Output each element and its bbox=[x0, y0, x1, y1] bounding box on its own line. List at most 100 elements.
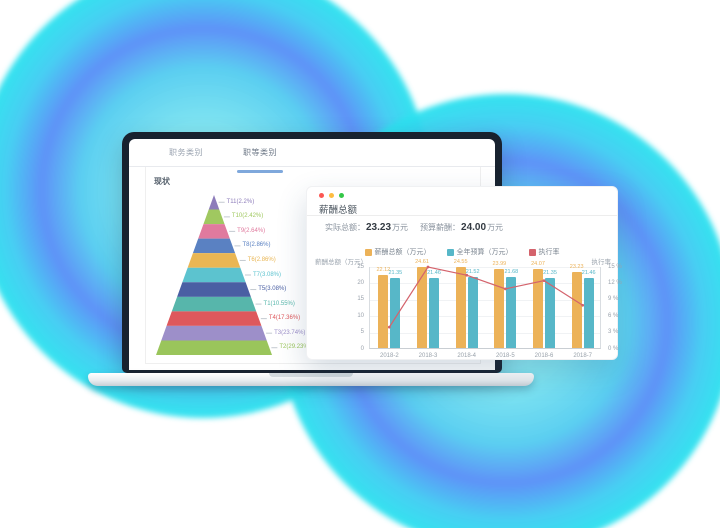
legend-item[interactable]: 全年预算（万元） bbox=[446, 247, 513, 257]
budget-bar bbox=[429, 277, 439, 348]
actual-total-label: 实际总额： bbox=[325, 223, 365, 232]
funnel-segment bbox=[192, 238, 236, 254]
legend-item[interactable]: 薪酬总额（万元） bbox=[364, 247, 431, 257]
salary-stats: 实际总额：23.23万元 预算薪酬：24.00万元 bbox=[325, 222, 503, 233]
legend-label: 执行率 bbox=[538, 249, 560, 256]
gridline bbox=[370, 316, 600, 318]
right-axis-tick: 3 % bbox=[608, 329, 619, 336]
funnel-label: T6(2.86%) bbox=[247, 256, 276, 263]
tab-job-category[interactable]: 职务类别 bbox=[169, 148, 203, 157]
funnel-segment bbox=[208, 195, 220, 210]
funnel-segment bbox=[161, 325, 267, 341]
x-axis-label: 2018-5 bbox=[495, 353, 515, 359]
funnel-segment bbox=[177, 282, 251, 297]
left-axis-tick: 0 bbox=[360, 345, 364, 352]
salary-bar-value: 22.12 bbox=[376, 267, 391, 274]
left-axis-tick: 25 bbox=[357, 263, 364, 270]
laptop-base bbox=[88, 373, 534, 386]
gridline bbox=[370, 332, 600, 334]
budget-bar-value: 21.46 bbox=[427, 269, 441, 276]
funnel-label: T2(29.23%) bbox=[279, 344, 311, 351]
x-axis-label: 2018-3 bbox=[418, 353, 438, 359]
funnel-segment bbox=[166, 311, 262, 326]
rate-line-point bbox=[503, 287, 507, 291]
salary-bar bbox=[455, 267, 466, 348]
left-axis-title: 薪酬总额（万元） bbox=[315, 259, 367, 266]
gridline bbox=[370, 283, 600, 285]
legend-swatch bbox=[528, 248, 536, 256]
window-dot[interactable] bbox=[329, 193, 334, 198]
legend-swatch bbox=[446, 248, 454, 256]
budget-bar-value: 21.68 bbox=[504, 268, 519, 275]
salary-card: 薪酬总额 实际总额：23.23万元 预算薪酬：24.00万元 薪酬总额（万元） 全年… bbox=[306, 186, 622, 360]
legend-swatch bbox=[364, 248, 372, 256]
laptop-base-notch bbox=[269, 373, 353, 377]
funnel-svg bbox=[156, 195, 278, 355]
salary-card-header: 薪酬总额 bbox=[307, 187, 617, 216]
right-axis-tick: 6 % bbox=[608, 312, 619, 319]
funnel-label: T11(2.2%) bbox=[226, 198, 255, 205]
tab-bar: 职务类别 职等类别 bbox=[129, 139, 495, 173]
rate-line-point bbox=[465, 273, 469, 277]
gridline bbox=[370, 299, 600, 301]
salary-bar bbox=[417, 267, 427, 348]
right-axis-tick: 15 % bbox=[608, 263, 622, 270]
actual-total-unit: 万元 bbox=[392, 223, 409, 232]
funnel-label: T1(10.55%) bbox=[263, 300, 295, 307]
rate-line-svg bbox=[387, 265, 585, 329]
window-dot[interactable] bbox=[319, 193, 324, 198]
budget-bar bbox=[467, 277, 478, 348]
legend-item[interactable]: 执行率 bbox=[528, 247, 560, 257]
salary-bar-value: 24.07 bbox=[531, 261, 545, 268]
salary-bar-value: 23.99 bbox=[492, 261, 507, 268]
budget-unit: 万元 bbox=[487, 223, 504, 232]
salary-bar-value: 24.61 bbox=[415, 259, 429, 266]
salary-bar-value: 23.23 bbox=[569, 263, 584, 270]
funnel-label: T7(3.08%) bbox=[253, 271, 282, 278]
chart-legend: 薪酬总额（万元） 全年预算（万元） 执行率 bbox=[307, 247, 617, 257]
budget-bar bbox=[583, 277, 594, 348]
actual-total-value: 23.23 bbox=[366, 222, 392, 233]
left-axis-tick: 20 bbox=[357, 279, 364, 286]
bar-line-chart: 25 15 % 20 12 % 15 9 % 10 6 % 5 3 % 0 0 % 22.12 21.35… bbox=[357, 260, 621, 359]
rate-line bbox=[388, 266, 583, 328]
budget-bar-value: 21.46 bbox=[581, 269, 596, 276]
rate-line-point bbox=[387, 325, 391, 329]
funnel-segment bbox=[182, 267, 246, 283]
x-axis-label: 2018-6 bbox=[534, 353, 554, 359]
funnel-label: T10(2.42%) bbox=[231, 213, 264, 220]
x-axis-label: 2018-7 bbox=[573, 353, 592, 359]
x-axis-label: 2018-2 bbox=[379, 353, 399, 359]
tab-grade-category[interactable]: 职等类别 bbox=[243, 148, 277, 157]
left-axis-tick: 10 bbox=[357, 312, 364, 319]
salary-card-title: 薪酬总额 bbox=[319, 205, 358, 216]
left-axis-tick: 5 bbox=[360, 329, 364, 336]
gridline bbox=[370, 267, 600, 268]
funnel-title: 现状 bbox=[154, 177, 170, 186]
salary-bar bbox=[378, 275, 389, 348]
left-axis-tick: 15 bbox=[357, 296, 364, 303]
funnel-label: T9(2.64%) bbox=[237, 227, 266, 234]
funnel-segment bbox=[187, 253, 241, 268]
rate-line-point bbox=[542, 279, 546, 283]
funnel-label: T5(3.08%) bbox=[258, 286, 287, 293]
salary-bar bbox=[533, 269, 543, 348]
legend-label: 全年预算（万元） bbox=[456, 249, 513, 256]
funnel-label: T4(17.36%) bbox=[268, 315, 301, 322]
window-dot[interactable] bbox=[339, 193, 344, 198]
rate-line-point bbox=[426, 265, 430, 269]
x-axis-label: 2018-4 bbox=[457, 353, 476, 359]
right-axis-title: 执行率 bbox=[591, 259, 612, 266]
legend-label: 薪酬总额（万元） bbox=[374, 249, 431, 256]
salary-bar-value: 24.55 bbox=[453, 259, 468, 266]
active-tab-underline bbox=[237, 170, 283, 173]
right-axis-tick: 0 % bbox=[608, 345, 619, 352]
funnel-label: T8(2.86%) bbox=[242, 242, 271, 249]
salary-bar bbox=[494, 269, 505, 348]
funnel-segment bbox=[171, 296, 257, 312]
funnel-segment bbox=[198, 224, 230, 239]
budget-bar-value: 21.52 bbox=[465, 269, 480, 276]
window-control-dots bbox=[319, 193, 344, 198]
funnel-chart: T11(2.2%) T10(2.42%) T9(2.64%) T8(2.86%) T6(… bbox=[154, 193, 484, 363]
